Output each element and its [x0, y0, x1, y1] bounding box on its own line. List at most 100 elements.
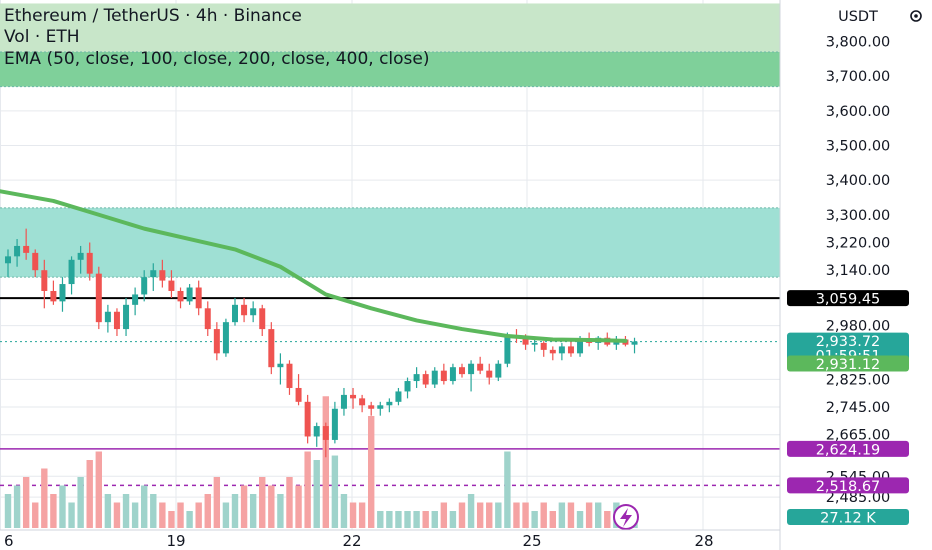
gear-icon[interactable] — [910, 10, 922, 22]
volume-bar — [95, 451, 102, 528]
volume-tag: 27.12 K — [787, 509, 909, 527]
volume-bar — [540, 502, 547, 528]
candle — [340, 387, 347, 416]
candle-body — [23, 245, 30, 253]
x-tick-label: 6 — [4, 532, 14, 550]
zone-teal — [0, 207, 780, 278]
candle — [368, 401, 375, 416]
volume-bar — [349, 502, 357, 528]
candle — [68, 256, 75, 295]
candle — [504, 332, 511, 368]
candle-body — [104, 311, 111, 323]
volume-bar — [413, 511, 420, 528]
volume-bar — [213, 477, 221, 528]
candle-body — [95, 273, 102, 323]
candle-body — [459, 367, 465, 375]
level-tag-2-text: 2,518.67 — [816, 479, 881, 495]
level-tag-1-text: 2,624.19 — [816, 442, 881, 458]
candle-body — [477, 363, 484, 371]
candle — [177, 287, 184, 309]
candle — [95, 266, 102, 330]
volume-bar — [122, 494, 130, 528]
volume-bar — [150, 494, 157, 528]
volume-bar — [495, 502, 502, 528]
candle — [377, 401, 384, 416]
candle-body — [350, 394, 357, 399]
candle-body — [195, 287, 202, 309]
candle-body — [241, 304, 248, 316]
volume-indicator-label[interactable]: Vol · ETH — [4, 27, 80, 47]
volume-bar — [86, 460, 93, 528]
y-tick-label: 2,825.00 — [826, 372, 891, 388]
candle — [431, 367, 438, 388]
chart-header: Ethereum / TetherUS · 4h · Binance Vol ·… — [4, 6, 429, 69]
level-tag-2-bg — [787, 477, 909, 494]
candle-body — [386, 401, 393, 406]
candle — [549, 346, 556, 361]
ema-polyline — [0, 189, 628, 343]
candle — [168, 270, 175, 298]
volume-bar — [295, 485, 302, 528]
candle-body — [232, 304, 238, 323]
volume-bar — [277, 494, 284, 528]
candle-body — [577, 339, 584, 354]
candle-body — [549, 349, 556, 354]
volume-bar — [141, 485, 148, 528]
candle-body — [213, 329, 220, 354]
candle-body — [222, 322, 229, 354]
candle-body — [368, 405, 375, 409]
volume-bar — [331, 455, 339, 528]
candle-body — [522, 337, 529, 345]
candle-body — [32, 252, 39, 271]
candle — [268, 322, 275, 375]
flash-icon[interactable] — [613, 504, 639, 530]
volume-bar — [113, 502, 121, 528]
candle-body — [540, 342, 547, 350]
symbol-title[interactable]: Ethereum / TetherUS · 4h · Binance — [4, 6, 302, 26]
candle — [440, 363, 447, 385]
candle — [5, 249, 11, 278]
currency-label[interactable]: USDT — [838, 9, 878, 25]
y-tick-label: 2,980.00 — [826, 319, 891, 335]
candle-body — [50, 290, 57, 302]
candle — [222, 318, 229, 357]
candle-body — [340, 394, 347, 409]
candle — [14, 239, 21, 267]
volume-tag-text: 27.12 K — [820, 511, 876, 527]
candle — [459, 363, 465, 378]
x-tick-label: 22 — [342, 532, 361, 550]
volume-bar — [68, 502, 75, 528]
candle — [477, 356, 484, 375]
volume-bar — [368, 416, 375, 528]
volume-bar — [449, 511, 457, 528]
volume-tag-bg — [787, 509, 909, 525]
y-tick-label: 3,400.00 — [826, 173, 891, 189]
candle-body — [631, 341, 638, 345]
candle — [32, 249, 39, 278]
volume-bar — [186, 511, 193, 528]
volume-bar — [322, 396, 329, 528]
price-axis-ticks: 3,800.00 3,700.00 3,600.00 3,500.00 3,400.00… — [826, 35, 891, 507]
ema-indicator-label[interactable]: EMA (50, close, 100, close, 200, close, … — [4, 49, 429, 69]
candle — [277, 353, 284, 385]
price-axis[interactable] — [781, 0, 932, 550]
volume-bar — [231, 494, 239, 528]
volume-bar — [522, 502, 529, 528]
y-tick-label: 2,665.00 — [826, 428, 891, 444]
candle-body — [486, 370, 493, 378]
candle-body — [68, 259, 75, 285]
volume-bar — [259, 477, 266, 528]
candle — [295, 374, 302, 406]
candle-body — [277, 363, 284, 368]
ema-price-tag: 2,931.12 — [787, 355, 909, 373]
volume-bar — [22, 477, 30, 528]
candle-body — [159, 270, 166, 281]
candle — [241, 297, 248, 323]
candle-body — [286, 363, 293, 388]
volume-bar — [4, 494, 12, 528]
volume-bar — [268, 485, 275, 528]
candle-body — [259, 308, 266, 330]
candle — [350, 387, 357, 409]
candle-body — [558, 346, 565, 354]
